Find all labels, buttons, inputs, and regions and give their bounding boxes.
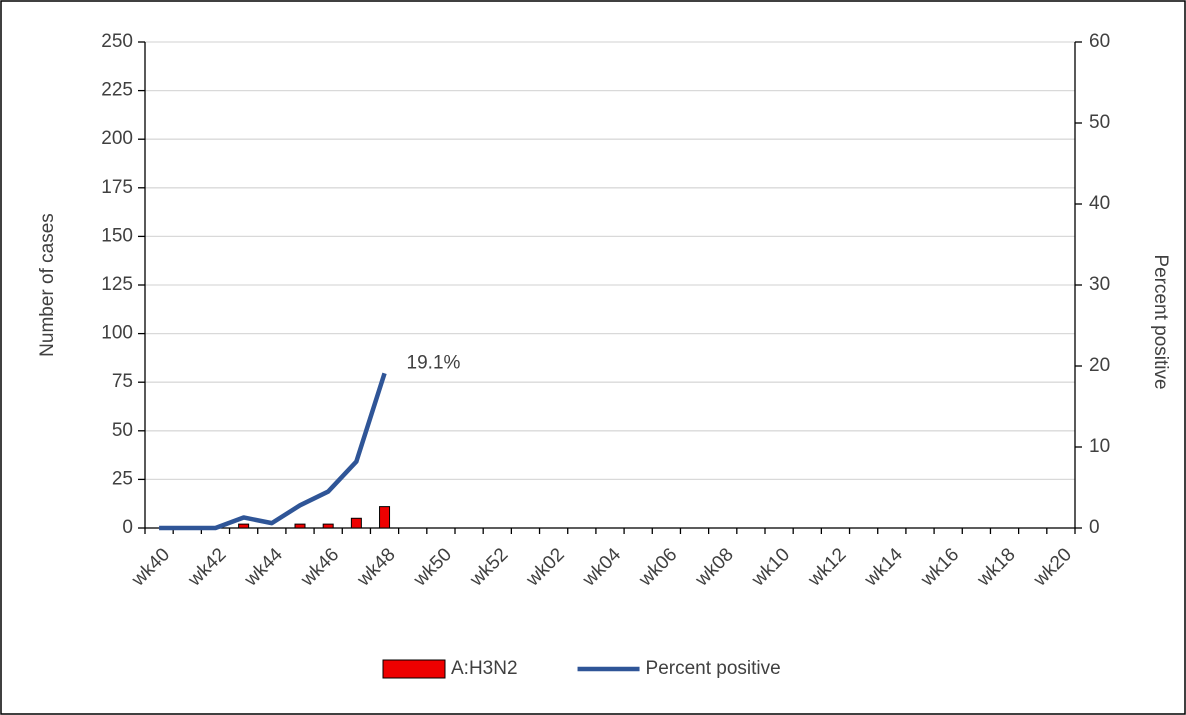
y-tick-label: 175: [101, 177, 133, 198]
y-tick-label: 50: [112, 420, 133, 441]
y2-axis-title: Percent positive: [1150, 254, 1171, 389]
bar: [322, 523, 334, 529]
legend-label: Percent positive: [646, 658, 781, 679]
y2-tick-label: 50: [1089, 112, 1110, 133]
y2-tick-label: 20: [1089, 355, 1110, 376]
bar: [238, 523, 250, 529]
bar: [294, 523, 306, 529]
bar: [350, 517, 362, 529]
legend-label: A:H3N2: [451, 658, 518, 679]
y-tick-label: 200: [101, 128, 133, 149]
y-axis-title: Number of cases: [37, 213, 58, 357]
y-tick-label: 225: [101, 80, 133, 101]
y2-tick-label: 0: [1089, 517, 1100, 538]
y-tick-label: 125: [101, 274, 133, 295]
y-tick-label: 25: [112, 468, 133, 489]
bar: [379, 506, 391, 529]
y-tick-label: 150: [101, 225, 133, 246]
y-tick-label: 100: [101, 323, 133, 344]
y-tick-label: 0: [122, 517, 133, 538]
y2-tick-label: 40: [1089, 193, 1110, 214]
y2-tick-label: 60: [1089, 31, 1110, 52]
legend-swatch: [382, 659, 446, 679]
value-label: 19.1%: [407, 352, 461, 373]
y2-tick-label: 30: [1089, 274, 1110, 295]
line: [159, 372, 387, 531]
y-tick-label: 250: [101, 31, 133, 52]
y2-tick-label: 10: [1089, 436, 1110, 457]
y-tick-label: 75: [112, 371, 133, 392]
